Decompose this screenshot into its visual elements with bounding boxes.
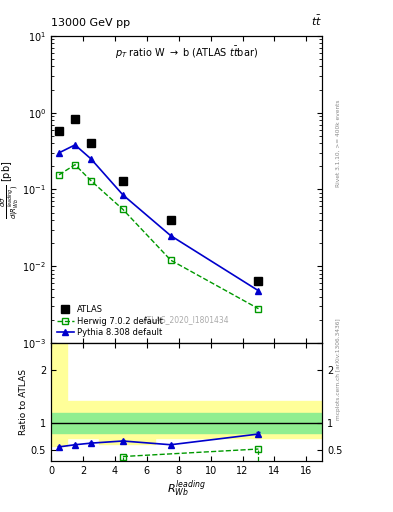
Text: 13000 GeV pp: 13000 GeV pp (51, 18, 130, 28)
Herwig 7.0.2 default (73, 162, 77, 168)
ATLAS (256, 278, 261, 284)
Herwig 7.0.2 default (168, 257, 173, 263)
Y-axis label: Ratio to ATLAS: Ratio to ATLAS (19, 369, 28, 435)
Text: Rivet 3.1.10, >= 400k events: Rivet 3.1.10, >= 400k events (336, 100, 341, 187)
Herwig 7.0.2 default (88, 178, 93, 184)
ATLAS (88, 140, 93, 146)
ATLAS (121, 178, 125, 184)
Text: mcplots.cern.ch [arXiv:1306.3436]: mcplots.cern.ch [arXiv:1306.3436] (336, 318, 341, 419)
Line: Pythia 8.308 default: Pythia 8.308 default (56, 142, 262, 294)
X-axis label: $R_{Wb}^{leading}$: $R_{Wb}^{leading}$ (167, 478, 206, 499)
Text: $p_T$ ratio W $\rightarrow$ b (ATLAS $t\bar{t}$bar): $p_T$ ratio W $\rightarrow$ b (ATLAS $t\… (115, 45, 258, 61)
Pythia 8.308 default (88, 156, 93, 162)
Pythia 8.308 default (57, 150, 61, 156)
Pythia 8.308 default (256, 288, 261, 294)
Herwig 7.0.2 default (256, 306, 261, 312)
Herwig 7.0.2 default (57, 172, 61, 178)
Pythia 8.308 default (73, 142, 77, 148)
Line: ATLAS: ATLAS (55, 115, 262, 285)
Text: ATLAS_2020_I1801434: ATLAS_2020_I1801434 (143, 315, 230, 325)
Pythia 8.308 default (168, 232, 173, 239)
Text: $t\bar{t}$: $t\bar{t}$ (311, 14, 322, 28)
ATLAS (168, 217, 173, 223)
ATLAS (57, 127, 61, 134)
Line: Herwig 7.0.2 default: Herwig 7.0.2 default (56, 162, 262, 312)
ATLAS (73, 116, 77, 122)
Pythia 8.308 default (121, 192, 125, 198)
Y-axis label: $\frac{d\sigma}{d(R_{Wb}^{leading})}$ [pb]: $\frac{d\sigma}{d(R_{Wb}^{leading})}$ [p… (0, 160, 21, 219)
Herwig 7.0.2 default (121, 206, 125, 212)
Legend: ATLAS, Herwig 7.0.2 default, Pythia 8.308 default: ATLAS, Herwig 7.0.2 default, Pythia 8.30… (55, 304, 164, 339)
